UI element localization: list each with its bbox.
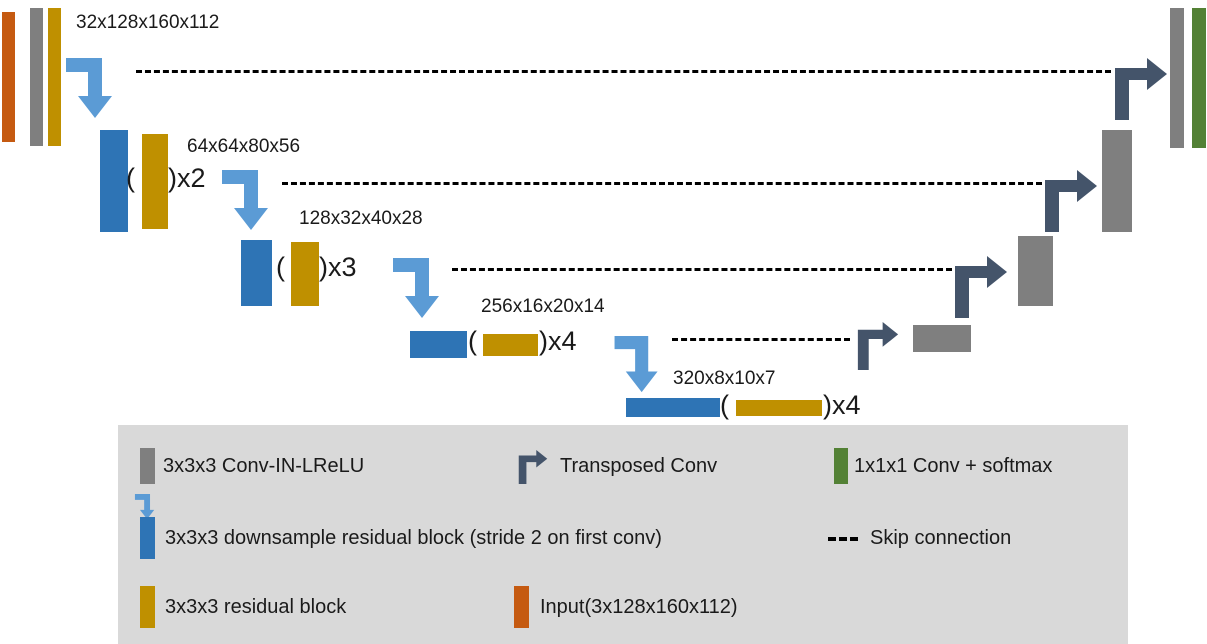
bottleneck-downsample-block — [626, 398, 720, 417]
legend-residual-swatch — [140, 586, 155, 628]
skip-connection-line-1 — [136, 70, 1111, 73]
encoder2-downsample-block — [100, 130, 128, 232]
encoder3-downsample-block — [241, 240, 272, 306]
skip-connection-line-3 — [452, 268, 952, 271]
bottleneck-repeat-label: )x4 — [823, 390, 861, 420]
softmax-output-bar — [1192, 8, 1206, 148]
encoder3-residual-block — [291, 242, 319, 306]
bottleneck-residual-block — [736, 400, 822, 416]
encoder3-repeat-label: )x3 — [319, 252, 357, 282]
stage2-dims-label: 64x64x80x56 — [187, 136, 301, 157]
legend-softmax-label: 1x1x1 Conv + softmax — [854, 455, 1053, 477]
legend-transposed-conv-arrow-icon — [518, 450, 548, 484]
encoder4-open-paren: ( — [468, 326, 477, 356]
legend-input-label: Input(3x128x160x112) — [540, 596, 738, 618]
encoder2-open-paren: ( — [126, 163, 135, 193]
decoder4-conv-block — [913, 325, 971, 352]
skip-connection-line-4 — [672, 338, 850, 341]
downsample-arrow-4 — [614, 336, 658, 393]
legend-residual-label: 3x3x3 residual block — [165, 596, 347, 618]
legend-panel: 3x3x3 Conv-IN-LReLU Transposed Conv 1x1x… — [118, 425, 1128, 644]
stage3-dims-label: 128x32x40x28 — [299, 208, 423, 229]
legend-downsample-label: 3x3x3 downsample residual block (stride … — [165, 527, 662, 549]
legend-skip-connection-dash-icon — [828, 537, 858, 541]
encoder4-repeat-label: )x4 — [539, 326, 577, 356]
downsample-arrow-3 — [393, 258, 439, 318]
decoder2-conv-block — [1102, 130, 1132, 232]
input-volume-bar — [2, 12, 15, 142]
legend-transposed-label: Transposed Conv — [560, 455, 718, 477]
encoder4-residual-block — [483, 334, 538, 356]
downsample-arrow-1 — [66, 58, 112, 118]
encoder4-downsample-block — [410, 331, 467, 358]
legend-conv-swatch — [140, 448, 155, 484]
encoder2-repeat-label: )x2 — [168, 163, 206, 193]
residual-block-bar — [48, 8, 61, 146]
skip-connection-line-2 — [282, 182, 1042, 185]
conv-in-lrelu-bar — [30, 8, 43, 146]
legend-downsample-swatch — [140, 517, 155, 559]
encoder3-open-paren: ( — [276, 252, 285, 282]
legend-downsample-arrow-icon — [134, 494, 155, 520]
bottleneck-open-paren: ( — [720, 390, 729, 420]
downsample-arrow-2 — [222, 170, 268, 230]
legend-conv-label: 3x3x3 Conv-IN-LReLU — [163, 455, 365, 477]
stage4-dims-label: 256x16x20x14 — [481, 296, 605, 317]
decoder-conv-bar — [1170, 8, 1184, 148]
transposed-conv-arrow-2 — [1045, 170, 1097, 232]
transposed-conv-arrow-1 — [1115, 58, 1167, 120]
encoder2-residual-block — [142, 134, 168, 229]
stage5-dims-label: 320x8x10x7 — [673, 368, 776, 389]
legend-skip-label: Skip connection — [870, 527, 1012, 549]
decoder3-conv-block — [1018, 236, 1053, 306]
transposed-conv-arrow-4 — [857, 322, 899, 370]
transposed-conv-arrow-3 — [955, 256, 1007, 318]
legend-input-swatch — [514, 586, 529, 628]
legend-softmax-swatch — [834, 448, 848, 484]
stage1-dims-label: 32x128x160x112 — [76, 12, 220, 33]
